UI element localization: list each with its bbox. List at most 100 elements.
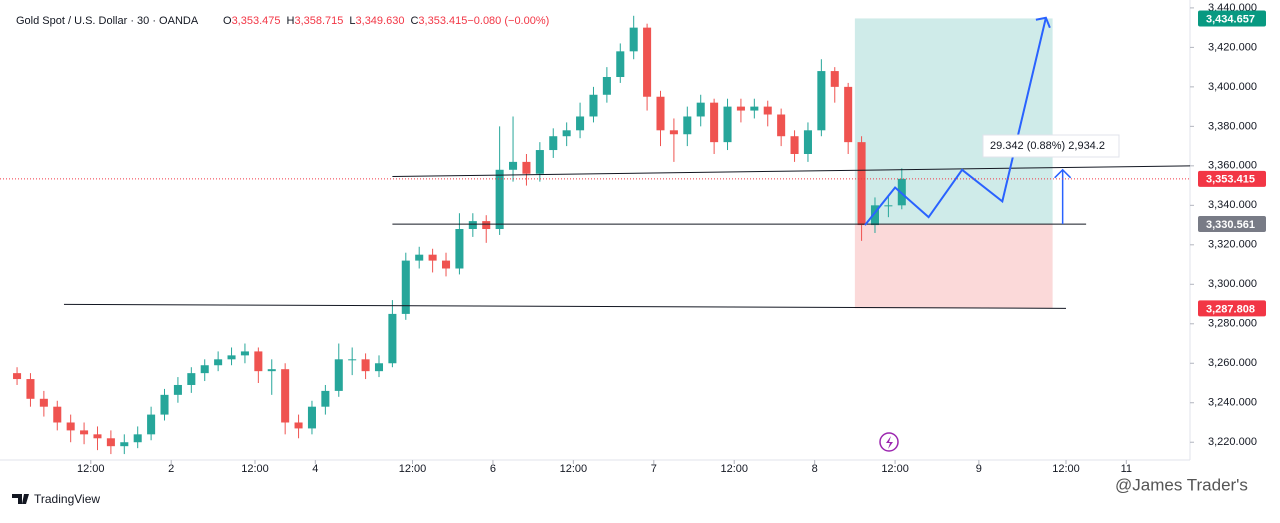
candle-body: [522, 161, 531, 174]
trend-line: [392, 165, 1191, 177]
x-tick-label: 12:00: [241, 463, 269, 475]
candle-body: [240, 351, 249, 356]
brand: TradingView: [34, 492, 100, 506]
candle-body: [401, 260, 410, 314]
candle-body: [509, 161, 518, 170]
candle-body: [294, 422, 303, 429]
candle-body: [683, 116, 692, 135]
candle-body: [576, 116, 585, 131]
candle-body: [307, 406, 316, 429]
candle-body: [227, 355, 236, 360]
y-tick-label: 3,340.000: [1208, 199, 1257, 211]
candle-body: [870, 205, 880, 226]
candle-body: [160, 394, 169, 415]
price-badge-label: 3,330.561: [1206, 219, 1255, 231]
candle-body: [750, 106, 759, 111]
trend-line: [63, 303, 1067, 309]
x-tick-label: 12:00: [560, 463, 588, 475]
ohlc: O3,353.475 H3,358.715 L3,349.630 C3,353.415…: [223, 15, 549, 27]
y-tick-label: 3,300.000: [1208, 278, 1257, 290]
x-tick-label: 6: [490, 463, 496, 475]
x-tick-label: 12:00: [881, 463, 909, 475]
candle-body: [763, 106, 772, 115]
price-badge: [1198, 215, 1266, 232]
candle-body: [669, 130, 678, 135]
candle-body: [736, 106, 745, 111]
candle-body: [334, 359, 343, 391]
candle-body: [173, 384, 182, 395]
x-tick-label: 7: [651, 463, 657, 475]
candle-body: [602, 76, 611, 95]
candle-body: [777, 114, 786, 137]
x-tick-label: 8: [812, 463, 818, 475]
ohlc-label: O: [223, 15, 232, 27]
ohlc-value: 3,358.715: [294, 15, 343, 27]
x-tick-label: 12:00: [399, 463, 427, 475]
y-tick-label: 3,320.000: [1208, 239, 1257, 251]
candle-body: [441, 260, 451, 269]
price-badge-label: 3,353.415: [1206, 174, 1255, 186]
candle-body: [254, 351, 263, 372]
candle-body: [455, 229, 464, 269]
y-tick-label: 3,400.000: [1208, 81, 1257, 93]
price-badge-label: 3,287.808: [1206, 303, 1255, 315]
candle-body: [495, 169, 504, 230]
measure-arrow: [1054, 168, 1072, 179]
event-icon[interactable]: [879, 432, 899, 452]
candle-body: [53, 406, 62, 423]
y-tick-label: 3,240.000: [1208, 397, 1257, 409]
candle-body: [428, 254, 437, 261]
candle-body: [482, 221, 491, 230]
candle-body: [656, 96, 665, 131]
candle-body: [39, 398, 48, 407]
candle-body: [133, 434, 142, 443]
candle-body: [589, 94, 598, 117]
x-tick-label: 9: [976, 463, 982, 475]
candle-body: [817, 71, 826, 131]
candle-body: [147, 414, 156, 435]
header: Gold Spot / U.S. Dollar · 30 · OANDA O3,…: [16, 15, 549, 27]
candle-body: [281, 369, 290, 423]
candle-body: [723, 106, 732, 143]
candle-body: [120, 442, 129, 447]
candle-body: [361, 359, 370, 372]
price-badge-label: 3,434.657: [1206, 13, 1255, 25]
candle-body: [857, 142, 866, 226]
candle-body: [468, 221, 477, 230]
ohlc-label: H: [287, 15, 295, 27]
candle-body: [66, 422, 75, 431]
y-tick-label: 3,260.000: [1208, 357, 1257, 369]
candle-body: [790, 136, 799, 154]
target-zone: [854, 18, 1053, 224]
candle-body: [897, 178, 906, 206]
projection-arrow: [1035, 16, 1051, 29]
candle-body: [535, 150, 544, 174]
x-tick-label: 4: [312, 463, 318, 475]
candle-body: [643, 27, 652, 97]
x-tick-label: 12:00: [1052, 463, 1080, 475]
candle-body: [830, 71, 839, 87]
candle-body: [844, 86, 853, 143]
candle-body: [267, 369, 276, 372]
candle-body: [696, 102, 705, 117]
candle-body: [348, 359, 357, 361]
measure-label: 29.342 (0.88%) 2,934.2: [990, 140, 1105, 152]
candle-body: [549, 136, 558, 151]
candle-body: [200, 365, 209, 374]
stop-zone: [854, 223, 1053, 309]
x-tick-label: 12:00: [720, 463, 748, 475]
price-badge: [1198, 170, 1266, 187]
candle-body: [562, 130, 571, 137]
brand-logo: [12, 494, 29, 504]
event-bolt: [886, 436, 893, 449]
y-tick-label: 3,420.000: [1208, 41, 1257, 53]
ohlc-label: L: [349, 15, 355, 27]
x-tick-label: 12:00: [77, 463, 105, 475]
candle-body: [388, 313, 397, 364]
watermark: @James Trader's: [1115, 475, 1248, 494]
price-badge: [1198, 300, 1266, 317]
y-tick-label: 3,380.000: [1208, 120, 1257, 132]
projection-path: [864, 17, 1047, 226]
y-tick-label: 3,280.000: [1208, 318, 1257, 330]
